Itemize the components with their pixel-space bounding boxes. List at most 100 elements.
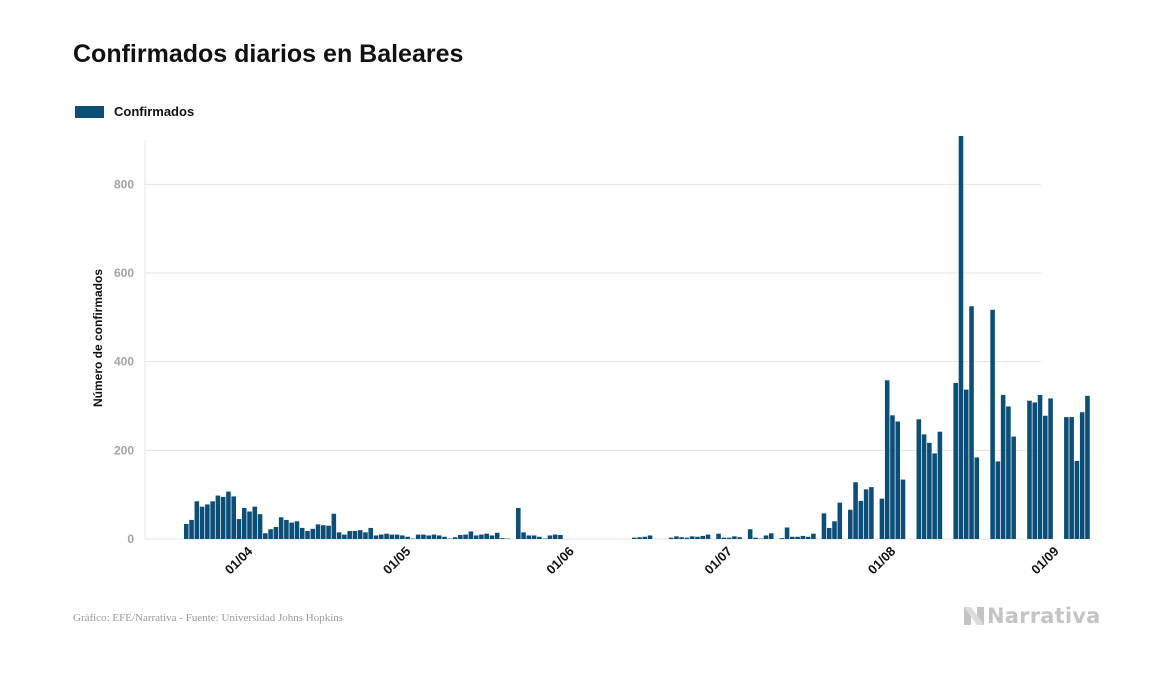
bar (516, 507, 521, 539)
bar (821, 513, 827, 539)
y-axis-label: Número de confirmados (91, 269, 105, 407)
bar (400, 535, 405, 539)
bar (184, 523, 189, 539)
bar (1006, 406, 1011, 539)
bar (858, 500, 864, 539)
bar (832, 521, 837, 539)
bar (726, 537, 732, 539)
bar (631, 537, 637, 539)
bar (779, 538, 785, 539)
bar (953, 382, 958, 539)
bar (1032, 402, 1038, 539)
bar (837, 502, 843, 539)
x-axis-ticks: 01/04 01/05 01/06 01/07 01/08 01/09 (222, 543, 1062, 577)
bar (247, 511, 252, 539)
bars (184, 136, 1090, 539)
bar (526, 535, 532, 539)
bar (421, 534, 426, 539)
y-tick-label: 600 (114, 266, 134, 280)
bar (500, 538, 505, 539)
narrativa-logo-icon (964, 607, 984, 625)
bar (215, 495, 221, 539)
bar (378, 534, 384, 539)
bar (426, 535, 431, 539)
bar (921, 434, 927, 539)
bar (463, 534, 468, 539)
bar (1069, 417, 1074, 539)
bar (800, 535, 806, 539)
bar (220, 496, 226, 539)
bar (763, 535, 769, 539)
bar (336, 532, 342, 539)
bar (932, 453, 937, 539)
bar (321, 525, 326, 539)
bar (674, 536, 679, 539)
bar (210, 501, 215, 539)
bar (790, 536, 795, 539)
bar (826, 527, 832, 539)
bar (1079, 412, 1085, 539)
x-tick-label: 01/04 (222, 543, 256, 577)
bar (1085, 395, 1090, 539)
bar (299, 527, 305, 539)
bar (995, 461, 1001, 539)
bar (479, 534, 484, 539)
x-tick-label: 01/07 (701, 544, 735, 578)
bar (436, 535, 442, 539)
bar (458, 535, 463, 539)
bar (1011, 436, 1016, 539)
bar (647, 535, 653, 539)
bar (900, 479, 906, 539)
bar (1064, 417, 1069, 539)
bar (373, 535, 379, 539)
bar (890, 415, 895, 539)
bar (294, 521, 300, 539)
bar (405, 536, 410, 539)
y-tick-label: 200 (114, 443, 134, 457)
bar (226, 491, 231, 539)
bar (695, 536, 700, 539)
bar (205, 504, 210, 539)
bar (937, 431, 943, 539)
bar (716, 533, 721, 539)
bar (558, 535, 563, 539)
bar (531, 535, 537, 539)
bar (442, 536, 447, 539)
bar (342, 534, 347, 539)
bar (927, 442, 932, 539)
bar (895, 421, 901, 539)
bar (753, 537, 758, 539)
bar (747, 529, 753, 539)
bar (263, 533, 268, 539)
bar (310, 528, 316, 539)
bar (289, 522, 294, 539)
bar (689, 536, 695, 539)
bar (863, 489, 869, 539)
brand-name: Narrativa (987, 604, 1101, 628)
bar (732, 536, 737, 539)
y-tick-label: 800 (114, 177, 134, 191)
bar (452, 537, 458, 539)
bar (963, 389, 969, 539)
brand-logo: Narrativa (963, 604, 1101, 628)
y-tick-label: 0 (127, 532, 134, 546)
chart-title: Confirmados diarios en Baleares (73, 40, 464, 68)
bar (1000, 394, 1006, 539)
bar (389, 534, 395, 539)
x-tick-label: 01/09 (1028, 544, 1062, 578)
bar (848, 509, 853, 539)
bar (637, 537, 642, 539)
grid-lines (144, 140, 1041, 540)
bar (537, 536, 542, 539)
bar (331, 513, 337, 539)
legend-swatch (75, 105, 104, 118)
bar (974, 457, 980, 539)
bar (1043, 415, 1048, 539)
footer-source: Gráfico: EFE/Narrativa - Fuente: Univers… (73, 612, 344, 624)
bar (679, 537, 684, 539)
bar (326, 525, 331, 539)
x-tick-label: 01/08 (865, 544, 899, 578)
bar (784, 527, 790, 539)
bar (1037, 394, 1043, 539)
bar (231, 496, 236, 539)
